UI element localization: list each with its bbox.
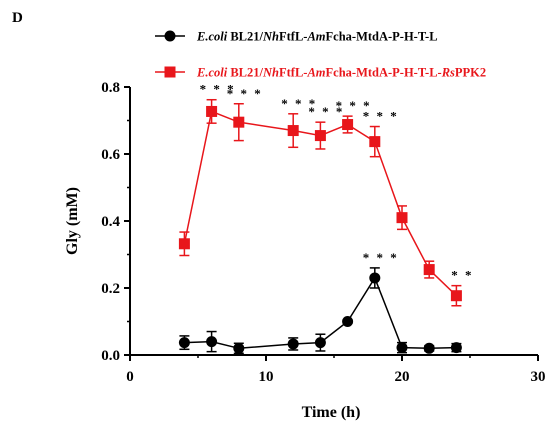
panel-label: D <box>12 10 23 26</box>
series-line <box>184 276 457 350</box>
legend-item-black: E.coli BL21/NhFtfL-AmFcha-MtdA-P-H-T-L <box>155 30 438 44</box>
data-point <box>423 264 435 276</box>
data-point <box>369 272 381 284</box>
data-point <box>178 337 190 349</box>
x-tick-label: 20 <box>395 369 410 385</box>
y-ticks: 0.0 0.2 0.4 0.6 0.8 <box>101 80 130 364</box>
series-layer <box>178 98 462 355</box>
data-point <box>314 130 326 142</box>
series-black <box>178 267 462 355</box>
data-point <box>206 105 218 117</box>
data-point <box>287 338 299 350</box>
data-point <box>206 336 218 348</box>
data-point <box>287 125 299 137</box>
x-tick-label: 10 <box>259 369 274 385</box>
data-point <box>233 342 245 354</box>
data-point <box>396 212 408 224</box>
x-tick-label: 0 <box>126 369 134 385</box>
data-point <box>342 316 354 327</box>
significance-label: * * <box>451 268 473 283</box>
x-axis-title: Time (h) <box>302 404 361 421</box>
data-point <box>450 290 462 302</box>
data-point <box>178 238 190 250</box>
y-tick-label: 0.8 <box>101 80 120 96</box>
significance-label: * * * <box>336 98 372 113</box>
data-point <box>369 136 381 148</box>
legend: E.coli BL21/NhFtfL-AmFcha-MtdA-P-H-T-L E.… <box>155 30 486 80</box>
significance-label: * * * <box>308 104 344 119</box>
significance-label: * * * <box>363 109 399 124</box>
x-ticks: 0 10 20 30 <box>126 355 546 385</box>
significance-label: * * * <box>281 96 317 111</box>
data-point <box>396 342 408 354</box>
significance-label: * * * <box>363 250 399 265</box>
series-red <box>178 98 462 307</box>
y-tick-label: 0.4 <box>101 214 120 230</box>
significance-label: * * * <box>227 86 263 101</box>
legend-item-red: E.coli BL21/NhFtfL-AmFcha-MtdA-P-H-T-L-R… <box>155 66 486 80</box>
significance-label: * * * <box>200 82 236 97</box>
legend-marker <box>164 30 176 42</box>
y-axis-title: Gly (mM) <box>64 187 81 255</box>
y-tick-label: 0.0 <box>101 348 120 364</box>
data-point <box>233 116 245 128</box>
series-line <box>183 110 457 297</box>
data-point <box>450 342 462 354</box>
data-point <box>342 119 354 131</box>
legend-marker <box>164 66 176 78</box>
x-tick-label: 30 <box>531 369 546 385</box>
y-tick-label: 0.6 <box>101 147 120 163</box>
data-point <box>423 342 435 354</box>
axes <box>129 87 538 356</box>
legend-label: E.coli BL21/NhFtfL-AmFcha-MtdA-P-H-T-L <box>196 30 438 44</box>
data-point <box>314 337 326 349</box>
legend-label: E.coli BL21/NhFtfL-AmFcha-MtdA-P-H-T-L-R… <box>196 66 486 80</box>
significance-annotations: * * ** * ** * ** * ** * ** * ** * ** * <box>200 82 473 283</box>
y-tick-label: 0.2 <box>101 281 120 297</box>
